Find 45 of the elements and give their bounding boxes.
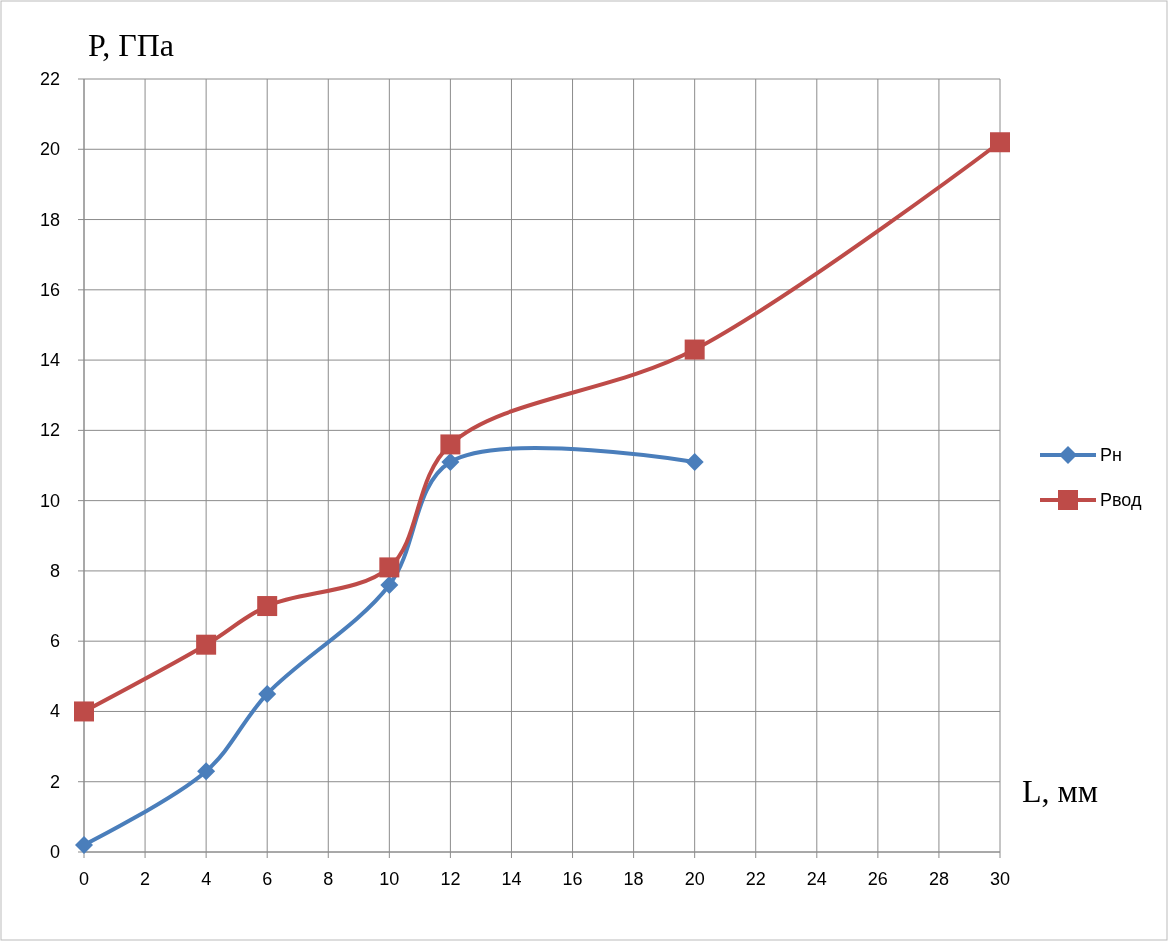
y-tick-label: 22 [39,69,60,89]
x-tick-label: 8 [323,869,334,889]
legend-label: Рвод [1100,490,1142,510]
point [379,557,400,578]
y-tick-label: 6 [49,631,60,652]
y-axis-title: P, ГПа [88,27,175,63]
y-tick-label: 14 [39,350,60,371]
y-tick-label: 20 [39,139,60,160]
point [75,835,93,854]
x-tick-label: 24 [806,869,827,889]
y-tick-label: 18 [39,209,60,230]
point [197,762,216,781]
point [258,684,277,703]
x-tick-label: 10 [379,869,400,889]
y-tick-label: 8 [49,560,60,581]
y-tick-label: 2 [49,771,60,792]
y-tick-label: 4 [49,701,60,722]
point [684,339,705,360]
point [685,452,704,471]
legend-label: Рн [1100,445,1122,465]
point [257,596,278,617]
x-tick-label: 18 [623,869,644,889]
point [74,701,94,722]
point [380,575,399,594]
x-tick-label: 26 [867,869,888,889]
y-tick-label: 12 [39,420,60,441]
y-tick-label: 0 [49,842,60,862]
x-tick-label: 22 [745,869,766,889]
x-tick-label: 16 [562,869,583,889]
y-tick-label: 16 [39,279,60,300]
x-tick-label: 4 [201,869,212,889]
x-tick-label: 14 [501,869,522,889]
x-tick-label: 30 [989,869,1011,889]
point [440,434,461,455]
x-tick-label: 28 [928,869,949,889]
x-tick-label: 6 [262,869,273,889]
point [196,634,217,655]
point [441,452,460,471]
x-tick-label: 2 [140,869,151,889]
x-tick-label: 0 [78,869,90,889]
x-tick-label: 20 [684,869,705,889]
point [990,132,1010,153]
y-tick-label: 10 [39,490,60,511]
x-axis-title: L, мм [1022,773,1099,809]
x-tick-label: 12 [440,869,461,889]
